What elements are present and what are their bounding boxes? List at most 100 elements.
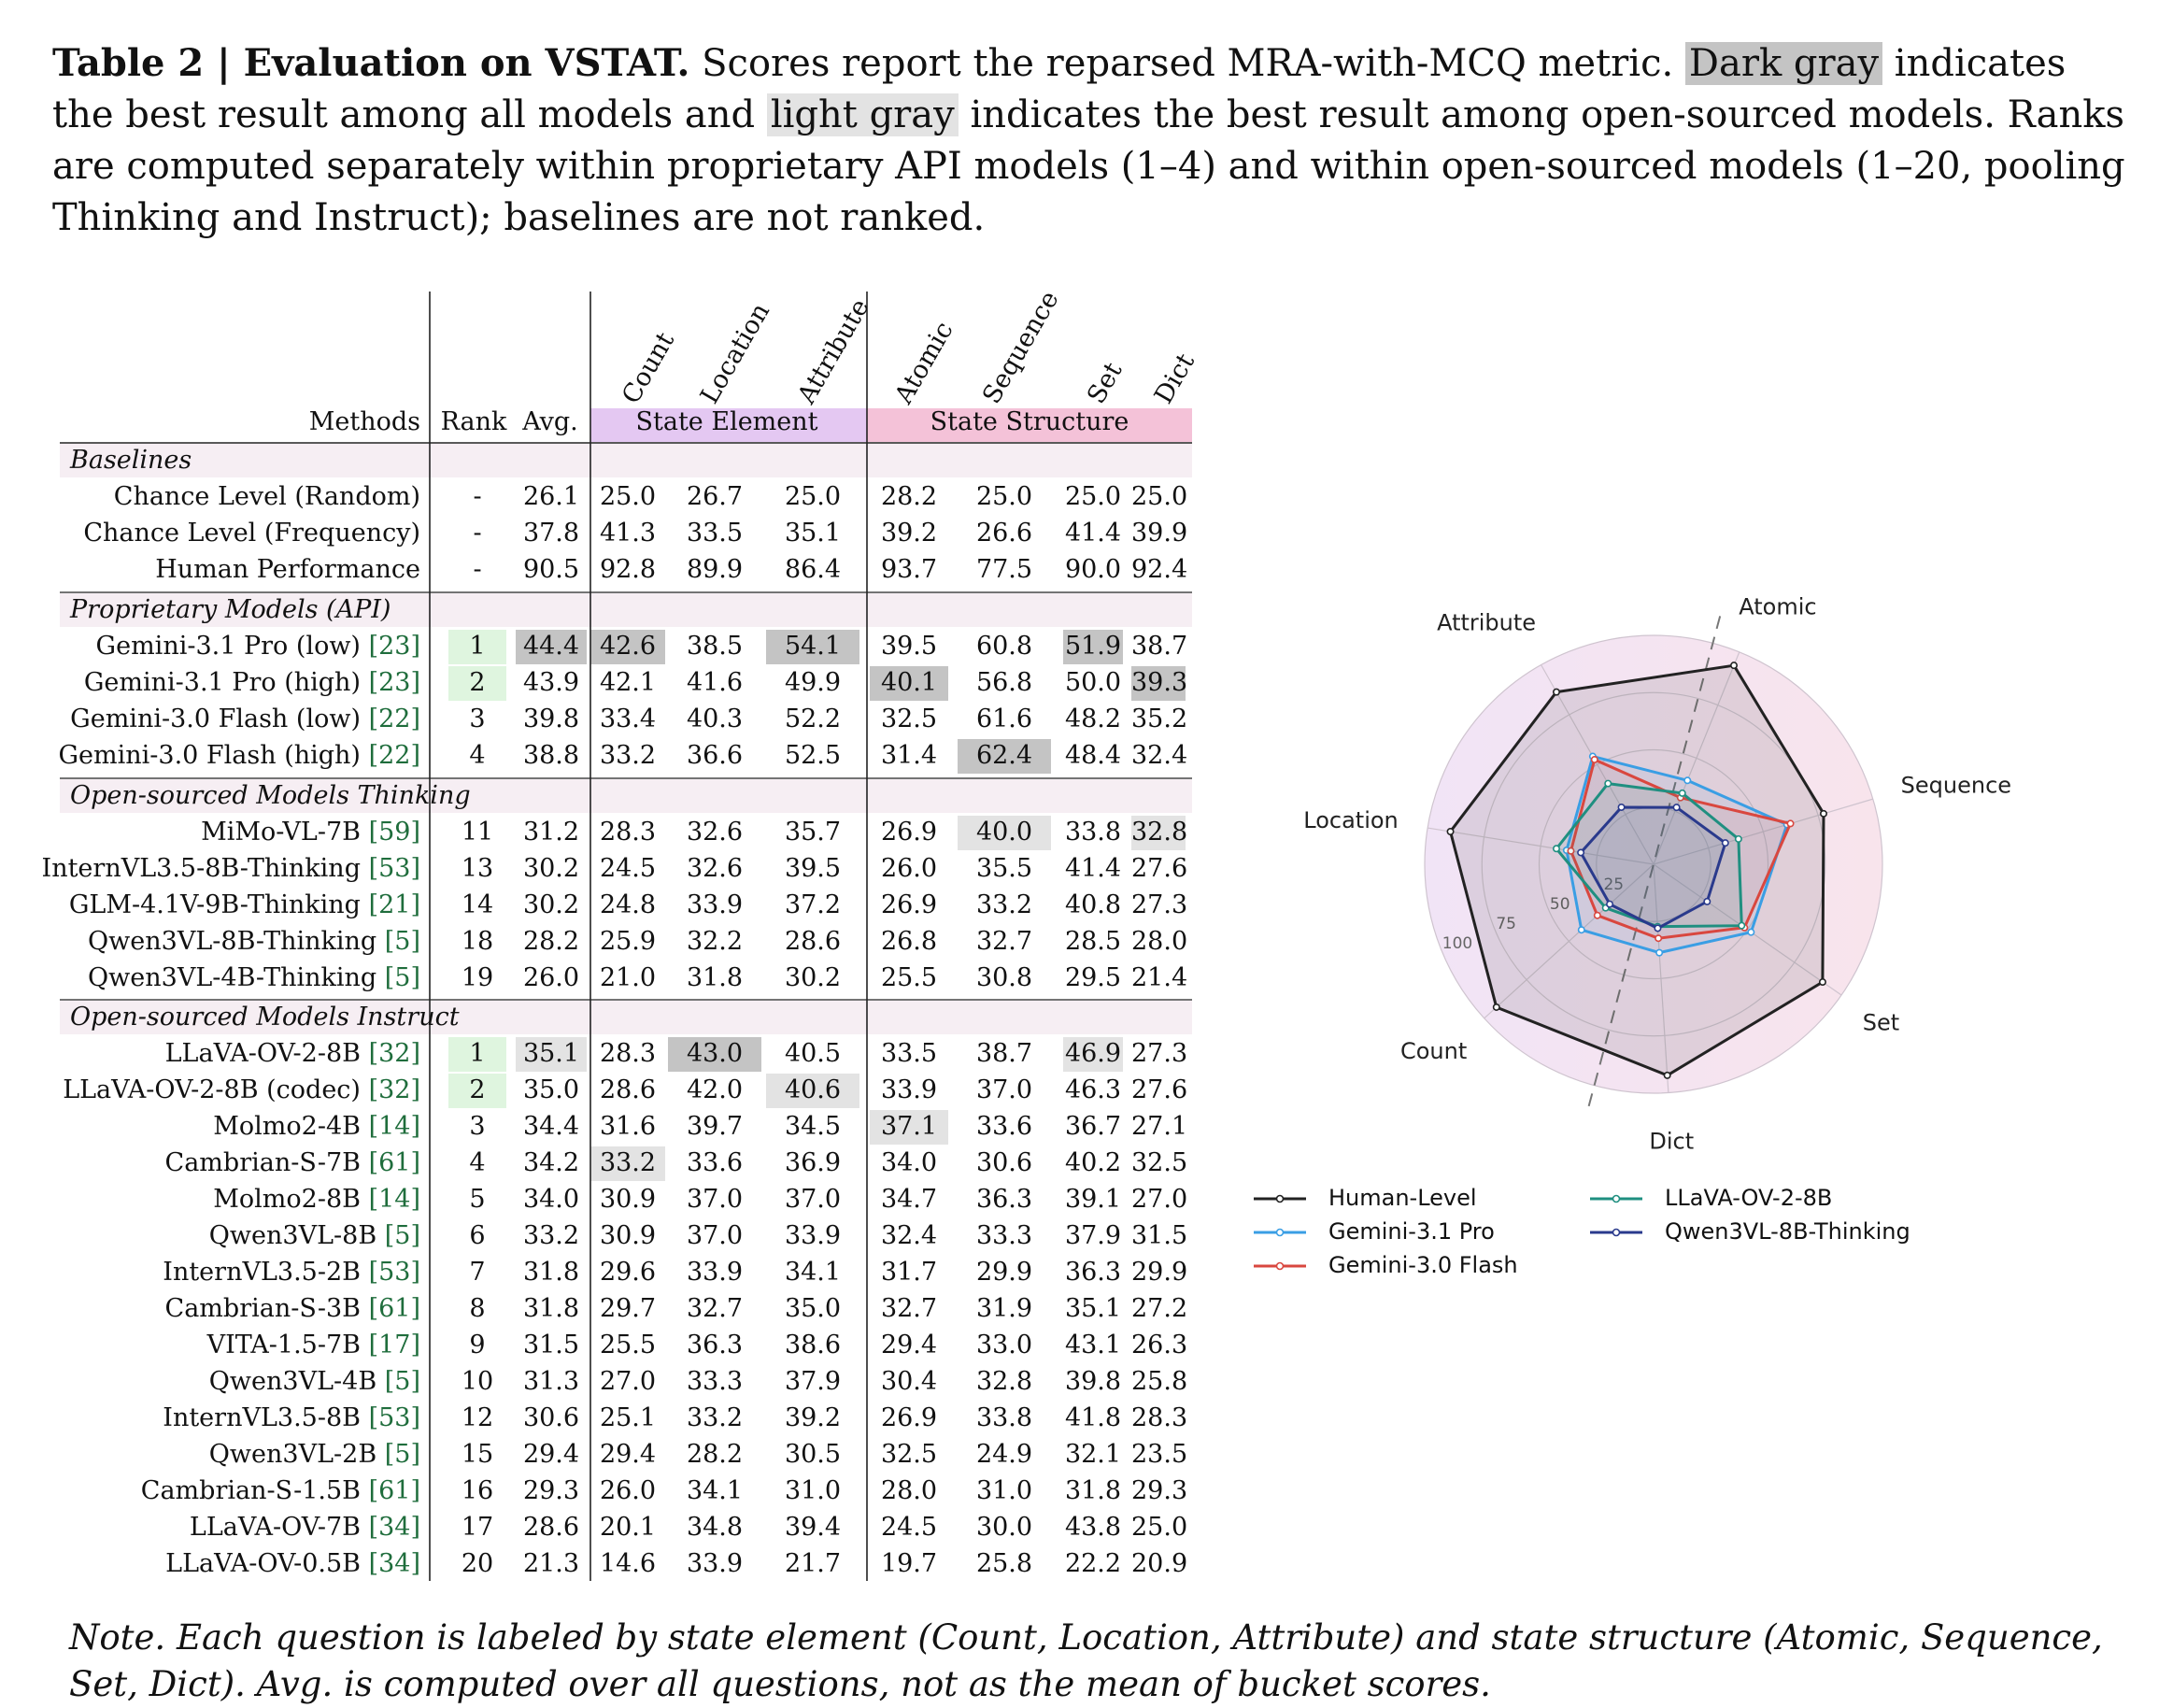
citation-link[interactable]: [23] <box>368 632 420 661</box>
legend-swatch <box>1254 1228 1306 1237</box>
citation-link[interactable]: [5] <box>384 1221 420 1250</box>
score-cell-atomic: 31.7 <box>880 1258 938 1287</box>
rank-cell: 4 <box>469 1148 486 1177</box>
citation-link[interactable]: [5] <box>384 1440 420 1469</box>
score-cell-set: 29.5 <box>1064 963 1122 992</box>
score-cell-sequence: 61.6 <box>975 705 1033 733</box>
citation-link[interactable]: [5] <box>384 927 420 956</box>
score-cell-count: 42.6 <box>599 632 657 661</box>
citation-link[interactable]: [32] <box>368 1039 420 1068</box>
score-cell-count: 28.3 <box>599 1039 657 1068</box>
citation-link[interactable]: [32] <box>368 1075 420 1104</box>
score-cell-sequence: 26.6 <box>975 519 1033 548</box>
citation-link[interactable]: [53] <box>368 1258 420 1287</box>
rank-cell: - <box>473 482 482 511</box>
method-label: GLM-4.1V-9B-Thinking <box>68 890 369 919</box>
score-cell-attribute: 35.0 <box>784 1294 842 1323</box>
citation-link[interactable]: [34] <box>368 1549 420 1578</box>
method-name: Qwen3VL-8B [5] <box>37 1218 420 1254</box>
section-band <box>60 444 1192 477</box>
score-cell-count: 28.3 <box>599 818 657 847</box>
citation-link[interactable]: [17] <box>368 1331 420 1359</box>
score-cell-count: 25.9 <box>599 927 657 956</box>
method-label: Chance Level (Random) <box>113 482 420 511</box>
score-cell-dict: 92.4 <box>1131 555 1188 584</box>
score-cell-dict: 29.3 <box>1131 1476 1188 1505</box>
method-label: Qwen3VL-8B <box>208 1221 385 1250</box>
radar-gridline <box>1538 748 1769 980</box>
best-score-highlight <box>1131 666 1186 701</box>
radar-spoke <box>1541 664 1655 865</box>
score-cell-set: 43.1 <box>1064 1331 1122 1359</box>
citation-link[interactable]: [59] <box>368 818 420 847</box>
score-cell-dict: 32.8 <box>1131 818 1188 847</box>
score-cell-atomic: 33.5 <box>880 1039 938 1068</box>
score-cell-set: 31.8 <box>1064 1476 1122 1505</box>
section-band <box>60 1001 1192 1034</box>
avg-score-cell: 37.8 <box>522 519 580 548</box>
score-cell-count: 26.0 <box>599 1476 657 1505</box>
citation-link[interactable]: [5] <box>384 963 420 992</box>
avg-score-cell: 33.2 <box>522 1221 580 1250</box>
score-cell-attribute: 52.2 <box>784 705 842 733</box>
score-cell-location: 28.2 <box>686 1440 744 1469</box>
citation-link[interactable]: [5] <box>384 1367 420 1396</box>
score-cell-sequence: 33.2 <box>975 890 1033 919</box>
table-caption: Table 2 | Evaluation on VSTAT. Scores re… <box>52 37 2136 244</box>
score-cell-atomic: 34.0 <box>880 1148 938 1177</box>
legend-swatch <box>1254 1261 1306 1271</box>
score-cell-count: 24.5 <box>599 854 657 883</box>
radar-point <box>1819 809 1827 818</box>
score-cell-set: 40.8 <box>1064 890 1122 919</box>
score-cell-attribute: 33.9 <box>784 1221 842 1250</box>
score-cell-atomic: 32.4 <box>880 1221 938 1250</box>
table-grid <box>60 292 1192 1581</box>
radar-point <box>1617 803 1626 811</box>
score-cell-count: 33.4 <box>599 705 657 733</box>
rank-cell: 18 <box>461 927 494 956</box>
score-cell-set: 48.4 <box>1064 741 1122 770</box>
score-cell-dict: 39.3 <box>1131 668 1188 697</box>
legend-swatch <box>1254 1194 1306 1203</box>
citation-link[interactable]: [34] <box>368 1513 420 1542</box>
citation-link[interactable]: [14] <box>368 1112 420 1141</box>
avg-score-cell: 38.8 <box>522 741 580 770</box>
best-score-highlight <box>766 630 859 664</box>
method-name: Cambrian-S-3B [61] <box>37 1291 420 1327</box>
method-name: LLaVA-OV-2-8B (codec) [32] <box>37 1073 420 1108</box>
citation-link[interactable]: [53] <box>368 1403 420 1432</box>
score-cell-dict: 20.9 <box>1131 1549 1188 1578</box>
rank-cell: 16 <box>461 1476 494 1505</box>
citation-link[interactable]: [61] <box>368 1476 420 1505</box>
citation-link[interactable]: [21] <box>368 890 420 919</box>
score-cell-sequence: 40.0 <box>975 818 1033 847</box>
radar-point <box>1567 847 1575 855</box>
score-cell-attribute: 38.6 <box>784 1331 842 1359</box>
rank-cell: 3 <box>469 705 486 733</box>
citation-link[interactable]: [61] <box>368 1148 420 1177</box>
score-cell-dict: 32.4 <box>1131 741 1188 770</box>
state-element-header-band <box>590 408 867 442</box>
citation-link[interactable]: [53] <box>368 854 420 883</box>
radar-spoke <box>1653 863 1669 1093</box>
citation-link[interactable]: [22] <box>368 741 420 770</box>
header-avg: Avg. <box>522 407 578 436</box>
score-cell-attribute: 86.4 <box>784 555 842 584</box>
best-score-highlight <box>958 739 1051 774</box>
citation-link[interactable]: [14] <box>368 1185 420 1214</box>
score-cell-dict: 27.0 <box>1131 1185 1188 1214</box>
citation-link[interactable]: [61] <box>368 1294 420 1323</box>
method-label: Molmo2-4B <box>213 1112 369 1141</box>
citation-link[interactable]: [22] <box>368 705 420 733</box>
radial-tick-label: 100 <box>1442 934 1472 953</box>
radar-point <box>1654 924 1662 932</box>
score-cell-attribute: 37.0 <box>784 1185 842 1214</box>
score-cell-dict: 35.2 <box>1131 705 1188 733</box>
radar-point <box>1786 819 1795 828</box>
score-cell-atomic: 26.9 <box>880 1403 938 1432</box>
score-cell-count: 33.2 <box>599 1148 657 1177</box>
caption-text-3: indicates the best result among open-sou… <box>52 93 2125 239</box>
score-cell-attribute: 31.0 <box>784 1476 842 1505</box>
citation-link[interactable]: [23] <box>368 668 420 697</box>
score-cell-atomic: 19.7 <box>880 1549 938 1578</box>
